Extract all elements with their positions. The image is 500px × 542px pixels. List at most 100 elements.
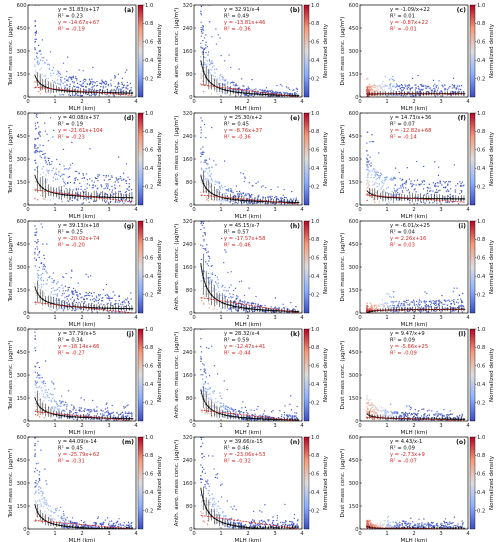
fit-equation-red: y = -12.82x+68 bbox=[390, 128, 431, 134]
scatter-point bbox=[201, 51, 203, 53]
scatter-point bbox=[221, 405, 223, 408]
colorbar-tick-label: 1.0 bbox=[477, 111, 485, 117]
x-axis-label: MLH (km) bbox=[69, 430, 96, 436]
scatter-point bbox=[377, 175, 379, 177]
scatter-point bbox=[209, 72, 211, 74]
scatter-point bbox=[73, 94, 75, 97]
scatter-point bbox=[71, 270, 73, 272]
scatter-point bbox=[244, 406, 247, 408]
scatter-point bbox=[34, 335, 36, 337]
panel-label: (j) bbox=[126, 331, 134, 338]
scatter-point bbox=[217, 400, 219, 403]
scatter-point bbox=[54, 400, 56, 402]
scatter-point bbox=[88, 409, 90, 411]
scatter-point bbox=[216, 300, 218, 303]
scatter-point bbox=[452, 291, 454, 293]
scatter-point bbox=[214, 69, 216, 71]
scatter-point bbox=[460, 199, 462, 201]
scatter-point bbox=[454, 84, 456, 86]
scatter-point bbox=[238, 195, 241, 197]
scatter-point bbox=[88, 308, 90, 310]
scatter-point bbox=[58, 197, 60, 199]
scatter-point bbox=[248, 308, 250, 311]
scatter-point bbox=[44, 195, 46, 197]
scatter-point bbox=[200, 346, 202, 348]
scatter-point bbox=[269, 196, 271, 199]
scatter-point bbox=[209, 87, 212, 89]
colorbar-tick-label: 0.6 bbox=[311, 40, 319, 46]
scatter-point bbox=[238, 418, 240, 420]
scatter-point bbox=[200, 26, 202, 29]
scatter-point bbox=[39, 69, 41, 71]
scatter-point bbox=[42, 75, 45, 77]
scatter-point bbox=[398, 187, 400, 190]
scatter-point bbox=[101, 80, 104, 83]
scatter-point bbox=[405, 299, 408, 301]
scatter-point bbox=[246, 418, 249, 420]
scatter-point bbox=[110, 412, 112, 414]
scatter-point bbox=[128, 412, 130, 415]
scatter-point bbox=[200, 14, 203, 16]
scatter-point bbox=[422, 188, 425, 190]
scatter-point bbox=[418, 299, 420, 301]
scatter-point bbox=[207, 272, 209, 275]
scatter-point bbox=[439, 91, 441, 93]
scatter-point bbox=[48, 191, 50, 193]
scatter-point bbox=[80, 188, 82, 191]
scatter-point bbox=[53, 409, 55, 411]
scatter-point bbox=[93, 181, 95, 183]
scatter-point bbox=[58, 408, 60, 410]
scatter-point bbox=[206, 65, 208, 67]
fit-equation-black: y = -6.01/x+25 bbox=[390, 223, 430, 229]
scatter-point bbox=[434, 300, 436, 303]
scatter-point bbox=[286, 416, 289, 418]
y-tick-label: 300 bbox=[349, 265, 359, 271]
scatter-point bbox=[376, 174, 379, 176]
scatter-point bbox=[406, 189, 408, 192]
scatter-point bbox=[34, 350, 37, 352]
scatter-point bbox=[129, 412, 131, 415]
scatter-point bbox=[268, 95, 270, 97]
scatter-point bbox=[62, 293, 64, 295]
scatter-point bbox=[44, 122, 46, 124]
scatter-point bbox=[393, 176, 395, 178]
scatter-point bbox=[257, 304, 259, 307]
scatter-point bbox=[399, 177, 401, 180]
scatter-point bbox=[439, 182, 442, 184]
scatter-point bbox=[205, 376, 208, 378]
scatter-point bbox=[43, 268, 46, 270]
scatter-point bbox=[213, 306, 216, 308]
scatter-point bbox=[366, 131, 368, 133]
fit-r2-black: R² = 0.25 bbox=[58, 230, 83, 236]
scatter-point bbox=[35, 190, 37, 192]
scatter-point bbox=[389, 310, 391, 312]
scatter-point bbox=[69, 410, 71, 412]
scatter-point bbox=[290, 93, 292, 95]
scatter-point bbox=[128, 303, 130, 305]
scatter-point bbox=[37, 132, 40, 134]
scatter-point bbox=[60, 403, 62, 405]
scatter-point bbox=[280, 93, 282, 95]
scatter-point bbox=[37, 296, 39, 299]
scatter-point bbox=[47, 299, 49, 301]
scatter-point bbox=[201, 274, 203, 277]
fit-equation-red: y = -21.61x+104 bbox=[58, 128, 103, 134]
x-tick-label: 0 bbox=[192, 99, 195, 105]
scatter-point bbox=[366, 158, 368, 161]
scatter-point bbox=[439, 301, 441, 303]
scatter-point bbox=[78, 172, 80, 174]
scatter-point bbox=[445, 308, 448, 310]
scatter-point bbox=[83, 299, 85, 301]
scatter-point bbox=[40, 87, 42, 89]
scatter-point bbox=[418, 307, 420, 309]
scatter-point bbox=[246, 90, 248, 93]
scatter-point bbox=[273, 311, 275, 313]
panel-label: (a) bbox=[124, 7, 134, 14]
scatter-point bbox=[384, 177, 386, 179]
scatter-point bbox=[215, 196, 217, 198]
scatter-point bbox=[101, 416, 103, 418]
fit-line-inverse bbox=[200, 60, 300, 97]
scatter-point bbox=[246, 415, 248, 417]
scatter-point bbox=[286, 308, 288, 310]
scatter-point bbox=[217, 93, 219, 95]
